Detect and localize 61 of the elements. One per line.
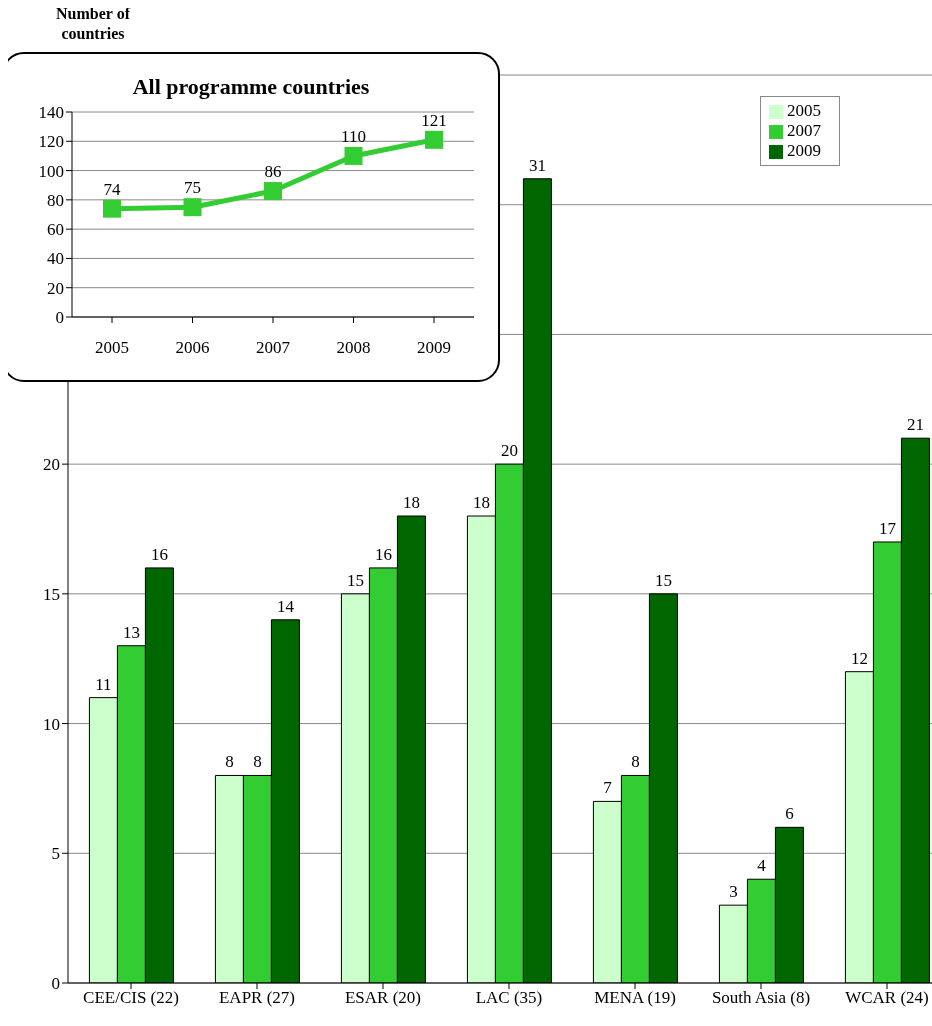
point: [264, 182, 282, 201]
data-label: 31: [528, 155, 546, 175]
y-tick-label: 120: [38, 132, 64, 152]
y-tick-label: 20: [47, 278, 64, 298]
data-label: 7: [603, 778, 613, 798]
point: [183, 198, 202, 217]
y-tick-label: 10: [43, 714, 60, 734]
point: [344, 146, 363, 165]
y-tick-label: 0: [51, 974, 60, 994]
data-label: 15: [654, 570, 672, 590]
y-tick-label: 140: [38, 103, 64, 123]
x-tick-label: 2009: [417, 338, 451, 358]
y-tick-label: 5: [51, 844, 60, 864]
legend-label: 2005: [787, 101, 821, 120]
y-tick-label: 0: [55, 308, 64, 328]
x-tick-label: 2008: [336, 338, 371, 358]
y-tick-label: 40: [47, 249, 64, 269]
data-label: 16: [374, 544, 392, 564]
point: [425, 130, 443, 149]
data-label: 11: [95, 674, 112, 694]
y-tick-label: 80: [47, 190, 64, 210]
data-label: 12: [850, 648, 868, 668]
chart-title: All programme countries: [131, 74, 371, 100]
legend-label: 2007: [787, 121, 821, 140]
x-tick-label: WCAR (24): [845, 988, 929, 1008]
x-tick-label: ESAR (20): [344, 988, 422, 1008]
data-label: 18: [472, 493, 490, 513]
y-tick-label: 60: [47, 220, 64, 240]
x-tick-label: MENA (19): [594, 988, 676, 1008]
data-label: 110: [341, 126, 366, 146]
data-label: 121: [421, 110, 447, 130]
data-label: 17: [878, 518, 897, 538]
legend-label: 2009: [787, 141, 821, 160]
point: [103, 199, 121, 218]
data-label: 3: [729, 882, 738, 902]
x-tick-label: EAPR (27): [218, 988, 296, 1008]
data-label: 86: [264, 162, 282, 182]
data-label: 18: [402, 493, 420, 513]
x-tick-label: 2007: [256, 338, 291, 358]
x-tick-label: 2005: [95, 338, 129, 358]
data-label: 74: [103, 179, 121, 199]
data-label: 8: [631, 752, 640, 772]
data-label: 8: [253, 752, 262, 772]
data-label: 20: [500, 441, 518, 461]
x-tick-label: CEE/CIS (22): [83, 988, 179, 1008]
data-label: 6: [785, 804, 794, 824]
x-tick-label: South Asia (8): [711, 988, 811, 1008]
x-tick-label: LAC (35): [475, 988, 543, 1008]
y-tick-label: 20: [43, 455, 60, 475]
x-tick-label: 2006: [175, 338, 210, 358]
y-tick-label: 100: [38, 161, 64, 181]
y-tick-label: 15: [43, 584, 60, 604]
y-axis-title: Number of countries: [55, 7, 132, 44]
data-label: 14: [276, 596, 295, 616]
data-label: 16: [150, 544, 168, 564]
data-label: 15: [346, 570, 364, 590]
data-label: 4: [757, 856, 767, 876]
data-label: 75: [184, 178, 201, 198]
data-label: 8: [225, 752, 234, 772]
data-label: 21: [906, 415, 924, 435]
data-label: 13: [122, 622, 140, 642]
